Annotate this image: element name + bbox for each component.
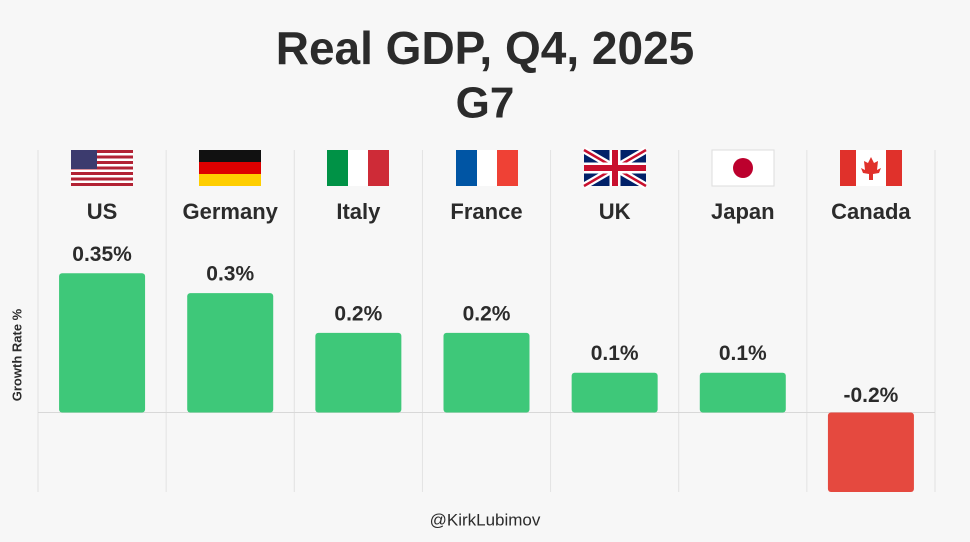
x-tick-label: US [87,199,118,224]
x-tick-label: Canada [831,199,911,224]
y-axis-label: Growth Rate % [9,308,24,401]
flags [71,146,902,190]
bar [699,372,786,413]
x-tick-label: UK [599,199,631,224]
value-label: 0.3% [206,263,254,286]
flag-uk [582,146,648,190]
flag-canada [840,150,902,186]
x-tick-label: Japan [711,199,775,224]
bar [315,332,402,413]
bar [827,412,914,492]
value-label: 0.2% [463,302,511,325]
source-credit: @KirkLubimov [430,510,541,529]
flag-germany [199,150,261,186]
bar [59,273,146,413]
value-label: 0.2% [334,302,382,325]
value-label: 0.35% [72,243,132,266]
flag-japan [711,149,775,187]
value-label: 0.1% [591,342,639,365]
bar [187,293,274,413]
flag-france [456,150,518,186]
chart-subtitle: G7 [456,79,515,128]
flag-italy [327,150,389,186]
value-label: 0.1% [719,342,767,365]
bar [571,372,658,413]
value-label: -0.2% [843,384,898,407]
chart-title: Real GDP, Q4, 2025 [276,22,695,74]
flag-us [71,150,133,186]
x-tick-label: Italy [336,199,381,224]
x-tick-label: Germany [183,199,279,224]
bar [443,332,530,413]
x-tick-label: France [450,199,522,224]
